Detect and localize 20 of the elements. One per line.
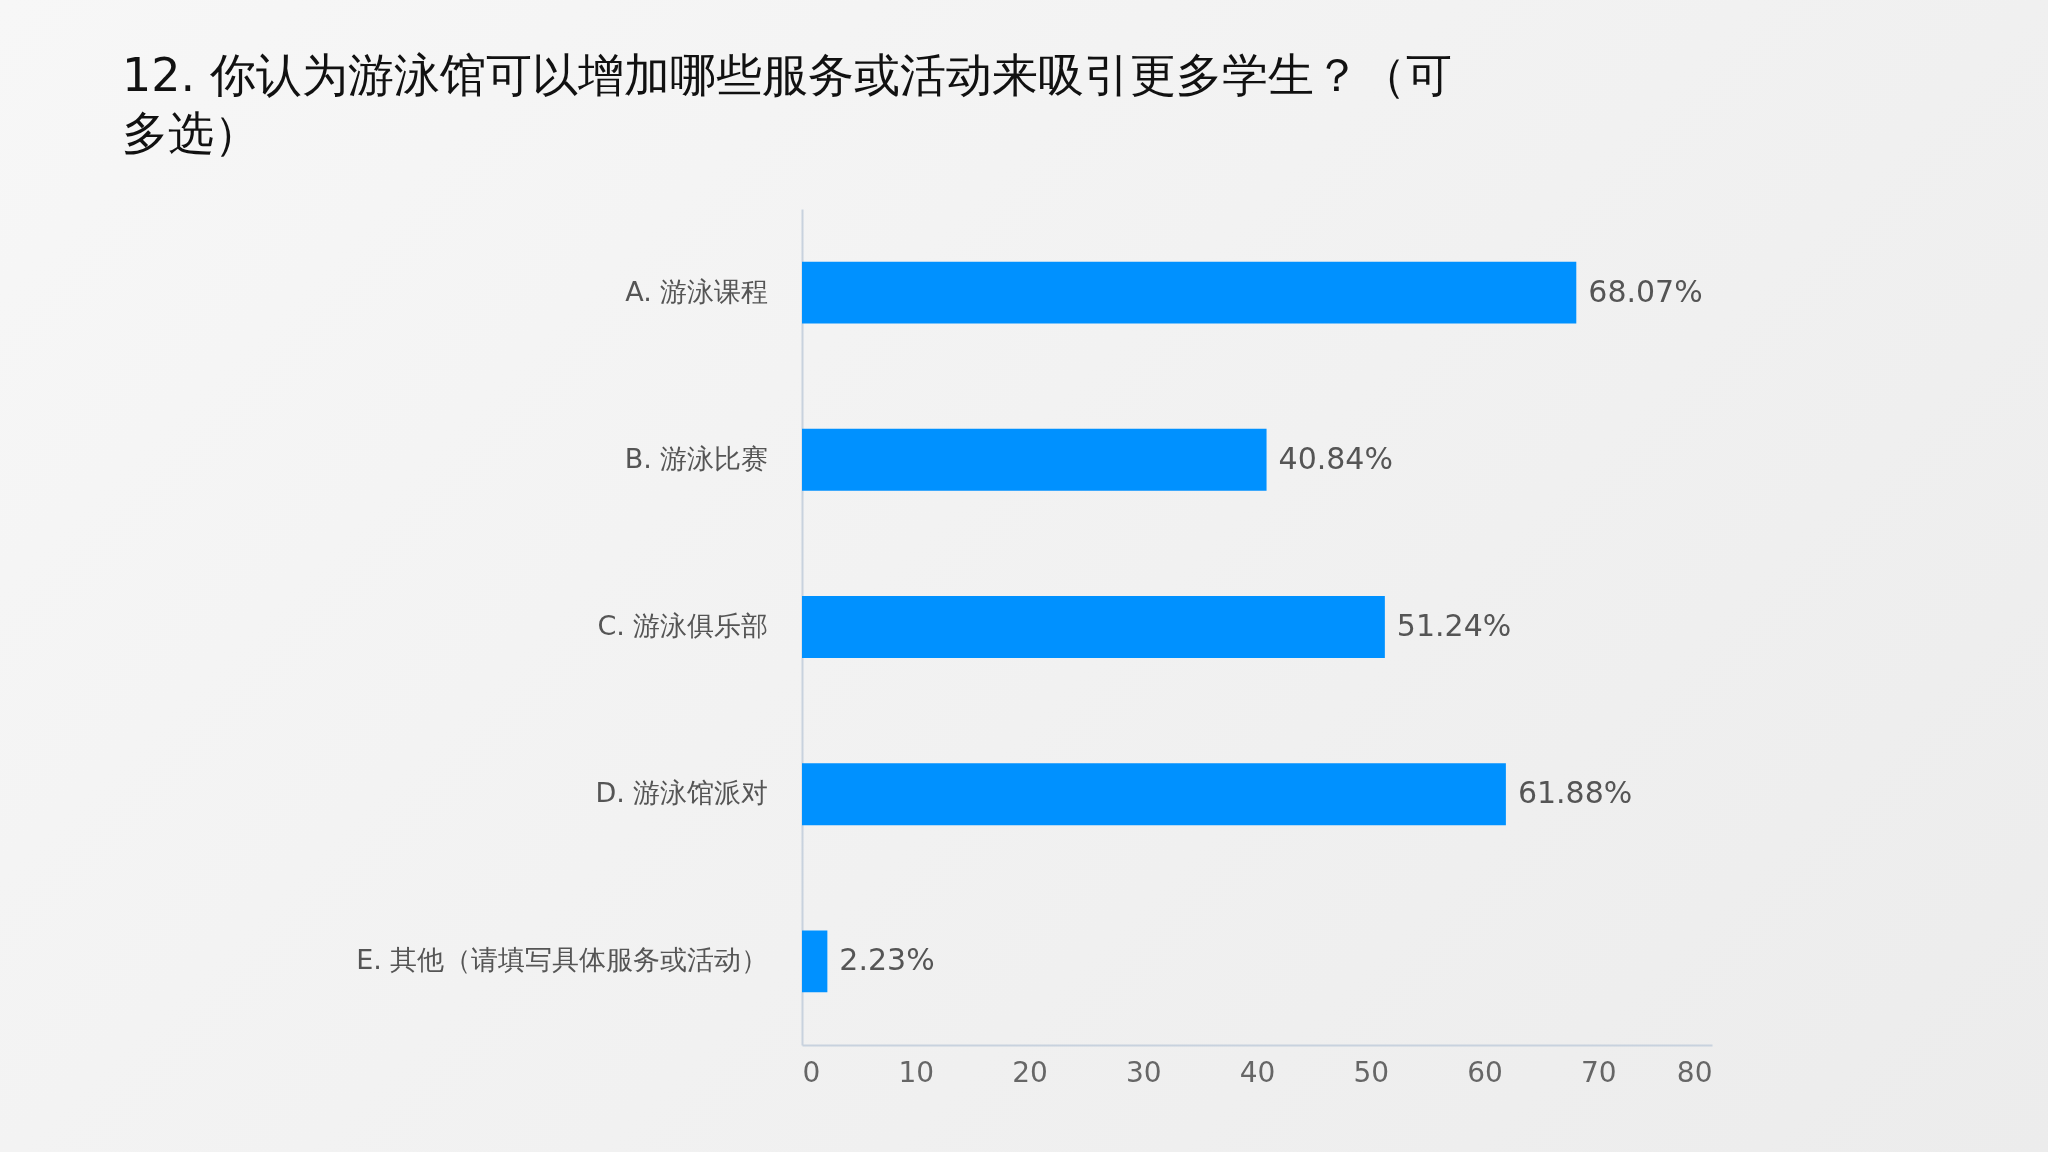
data-label: 61.88%: [1517, 775, 1633, 811]
x-tick-label: 10: [898, 1055, 935, 1089]
y-tick-label: E. 其他（请填写具体服务或活动）: [356, 944, 769, 976]
data-label: 2.23%: [839, 942, 935, 978]
x-tick-label: 40: [1239, 1055, 1276, 1089]
x-tick-label: 80: [1676, 1055, 1713, 1089]
x-tick-label: 70: [1580, 1055, 1617, 1089]
y-tick-label: D. 游泳馆派对: [595, 777, 769, 809]
x-tick-label: 30: [1125, 1055, 1162, 1089]
y-tick-label: A. 游泳课程: [625, 275, 769, 307]
x-tick-label: 20: [1012, 1055, 1048, 1089]
y-tick-label: C. 游泳俱乐部: [597, 610, 769, 641]
x-tick-label: 50: [1353, 1055, 1390, 1089]
data-label: 51.24%: [1396, 608, 1512, 643]
x-tick-label: 60: [1467, 1055, 1503, 1089]
chart-title: 12. 你认为游泳馆可以增加哪些服务或活动来吸引更多学生？（可多选）: [122, 48, 1452, 160]
x-tick-label: 0: [802, 1055, 821, 1089]
y-tick-label: B. 游泳比赛: [624, 442, 769, 474]
data-label: 40.84%: [1278, 440, 1393, 476]
data-label: 68.07%: [1588, 273, 1703, 309]
